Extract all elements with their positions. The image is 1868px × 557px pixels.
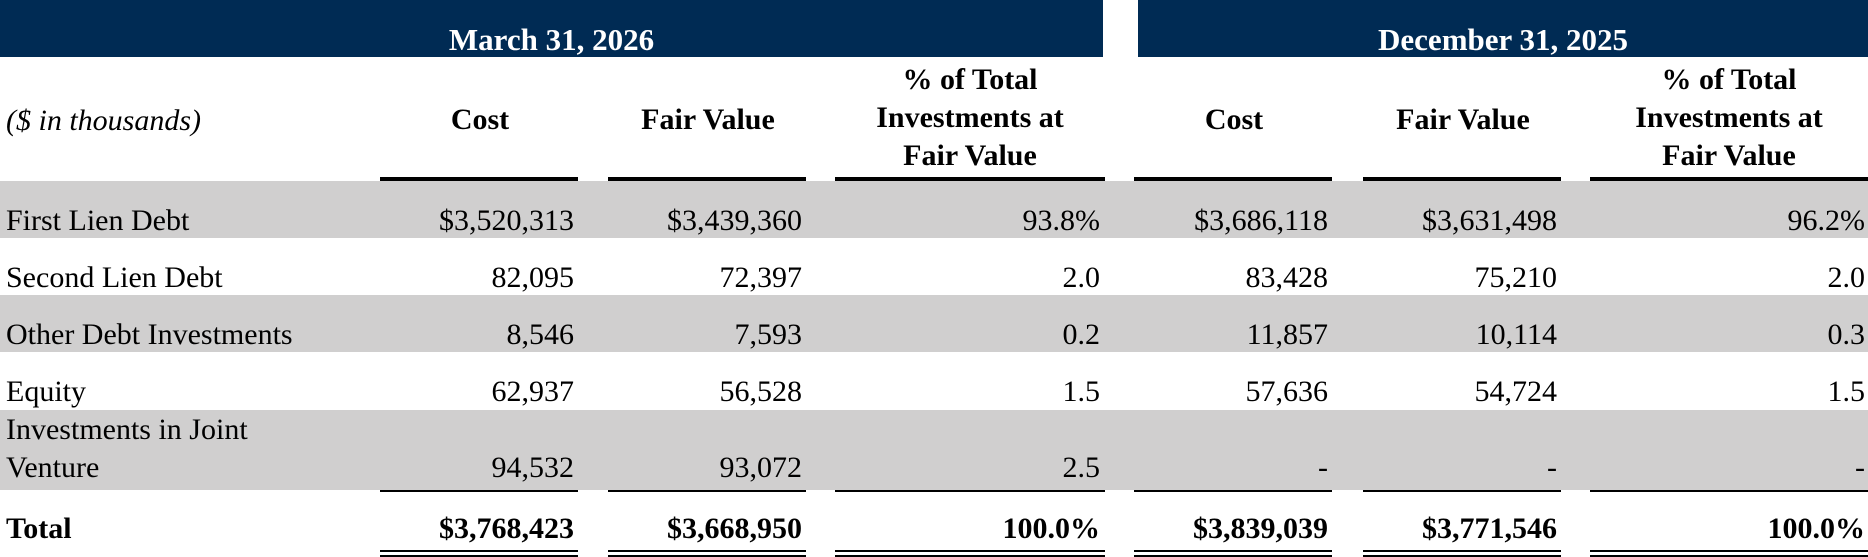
- double-underline: [1134, 550, 1332, 552]
- total-cost: $3,768,423: [439, 512, 574, 545]
- cell-cost: 8,546: [506, 318, 575, 351]
- row-shade: [0, 295, 1868, 352]
- cell-cost: $3,686,118: [1194, 204, 1328, 237]
- double-underline: [608, 550, 806, 552]
- cell-pct: 96.2%: [1787, 204, 1866, 237]
- double-underline: [835, 550, 1105, 552]
- cell-fair-value: 10,114: [1475, 318, 1557, 351]
- double-underline: [1363, 555, 1561, 557]
- cell-pct: 93.8%: [1022, 204, 1101, 237]
- double-underline: [1590, 550, 1868, 552]
- double-underline: [380, 550, 578, 552]
- header-underline: [835, 177, 1105, 181]
- cell-pct: 1.5: [1062, 375, 1101, 408]
- row-label: Equity: [6, 375, 86, 408]
- col-header-fair-value: Fair Value: [641, 103, 775, 136]
- period-header-march-2026: March 31, 2026: [0, 0, 1103, 57]
- cell-pct: 0.2: [1062, 318, 1101, 351]
- cell-fair-value: $3,439,360: [667, 204, 802, 237]
- cell-pct: 2.5: [1062, 451, 1101, 484]
- col-header-fair-value: Fair Value: [1396, 103, 1530, 136]
- subtotal-rule: [1363, 490, 1561, 492]
- header-underline: [1590, 177, 1868, 181]
- cell-cost: 57,636: [1245, 375, 1329, 408]
- period-title: December 31, 2025: [1378, 22, 1628, 57]
- cell-cost: 83,428: [1245, 261, 1329, 294]
- row-label: Second Lien Debt: [6, 261, 223, 294]
- double-underline: [835, 555, 1105, 557]
- subtotal-rule: [380, 490, 578, 492]
- total-cost: $3,839,039: [1193, 512, 1328, 545]
- cell-fair-value: -: [1547, 451, 1557, 484]
- total-label: Total: [6, 512, 72, 545]
- cell-pct: -: [1855, 451, 1865, 484]
- row-label: First Lien Debt: [6, 204, 190, 237]
- period-header-december-2025: December 31, 2025: [1138, 0, 1868, 57]
- subtotal-rule: [835, 490, 1105, 492]
- header-underline: [608, 177, 806, 181]
- cell-pct: 2.0: [1827, 261, 1866, 294]
- cell-pct: 2.0: [1062, 261, 1101, 294]
- col-header-cost: Cost: [1204, 103, 1264, 136]
- double-underline: [380, 555, 578, 557]
- cell-pct: 0.3: [1827, 318, 1866, 351]
- double-underline: [608, 555, 806, 557]
- cell-pct: 1.5: [1827, 375, 1866, 408]
- cell-fair-value: $3,631,498: [1422, 204, 1557, 237]
- period-title: March 31, 2026: [448, 22, 655, 57]
- cell-fair-value: 75,210: [1474, 261, 1558, 294]
- cell-fair-value: 72,397: [719, 261, 803, 294]
- subtotal-rule: [608, 490, 806, 492]
- subtotal-rule: [1590, 490, 1868, 492]
- cell-cost: 11,857: [1246, 318, 1328, 351]
- col-header-pct-total: % of Total Investments at Fair Value: [1635, 63, 1823, 172]
- units-label: ($ in thousands): [6, 104, 201, 137]
- header-underline: [1134, 177, 1332, 181]
- subtotal-rule: [1134, 490, 1332, 492]
- row-shade: [0, 410, 1868, 490]
- cell-fair-value: 54,724: [1474, 375, 1558, 408]
- cell-cost: -: [1318, 451, 1328, 484]
- double-underline: [1134, 555, 1332, 557]
- double-underline: [1590, 555, 1868, 557]
- cell-cost: $3,520,313: [439, 204, 574, 237]
- cell-cost: 94,532: [491, 451, 575, 484]
- cell-fair-value: 56,528: [719, 375, 803, 408]
- row-shade: [0, 181, 1868, 238]
- double-underline: [1363, 550, 1561, 552]
- row-label: Other Debt Investments: [6, 318, 293, 351]
- row-label: Investments in Joint Venture: [6, 413, 248, 484]
- total-fair-value: $3,668,950: [667, 512, 802, 545]
- total-pct: 100.0%: [1002, 512, 1101, 545]
- col-header-cost: Cost: [450, 103, 510, 136]
- col-header-pct-total: % of Total Investments at Fair Value: [876, 63, 1064, 172]
- cell-cost: 82,095: [491, 261, 575, 294]
- total-pct: 100.0%: [1767, 512, 1866, 545]
- header-underline: [380, 177, 578, 181]
- cell-fair-value: 7,593: [734, 318, 803, 351]
- header-underline: [1363, 177, 1561, 181]
- cell-cost: 62,937: [491, 375, 575, 408]
- cell-fair-value: 93,072: [719, 451, 803, 484]
- total-fair-value: $3,771,546: [1422, 512, 1557, 545]
